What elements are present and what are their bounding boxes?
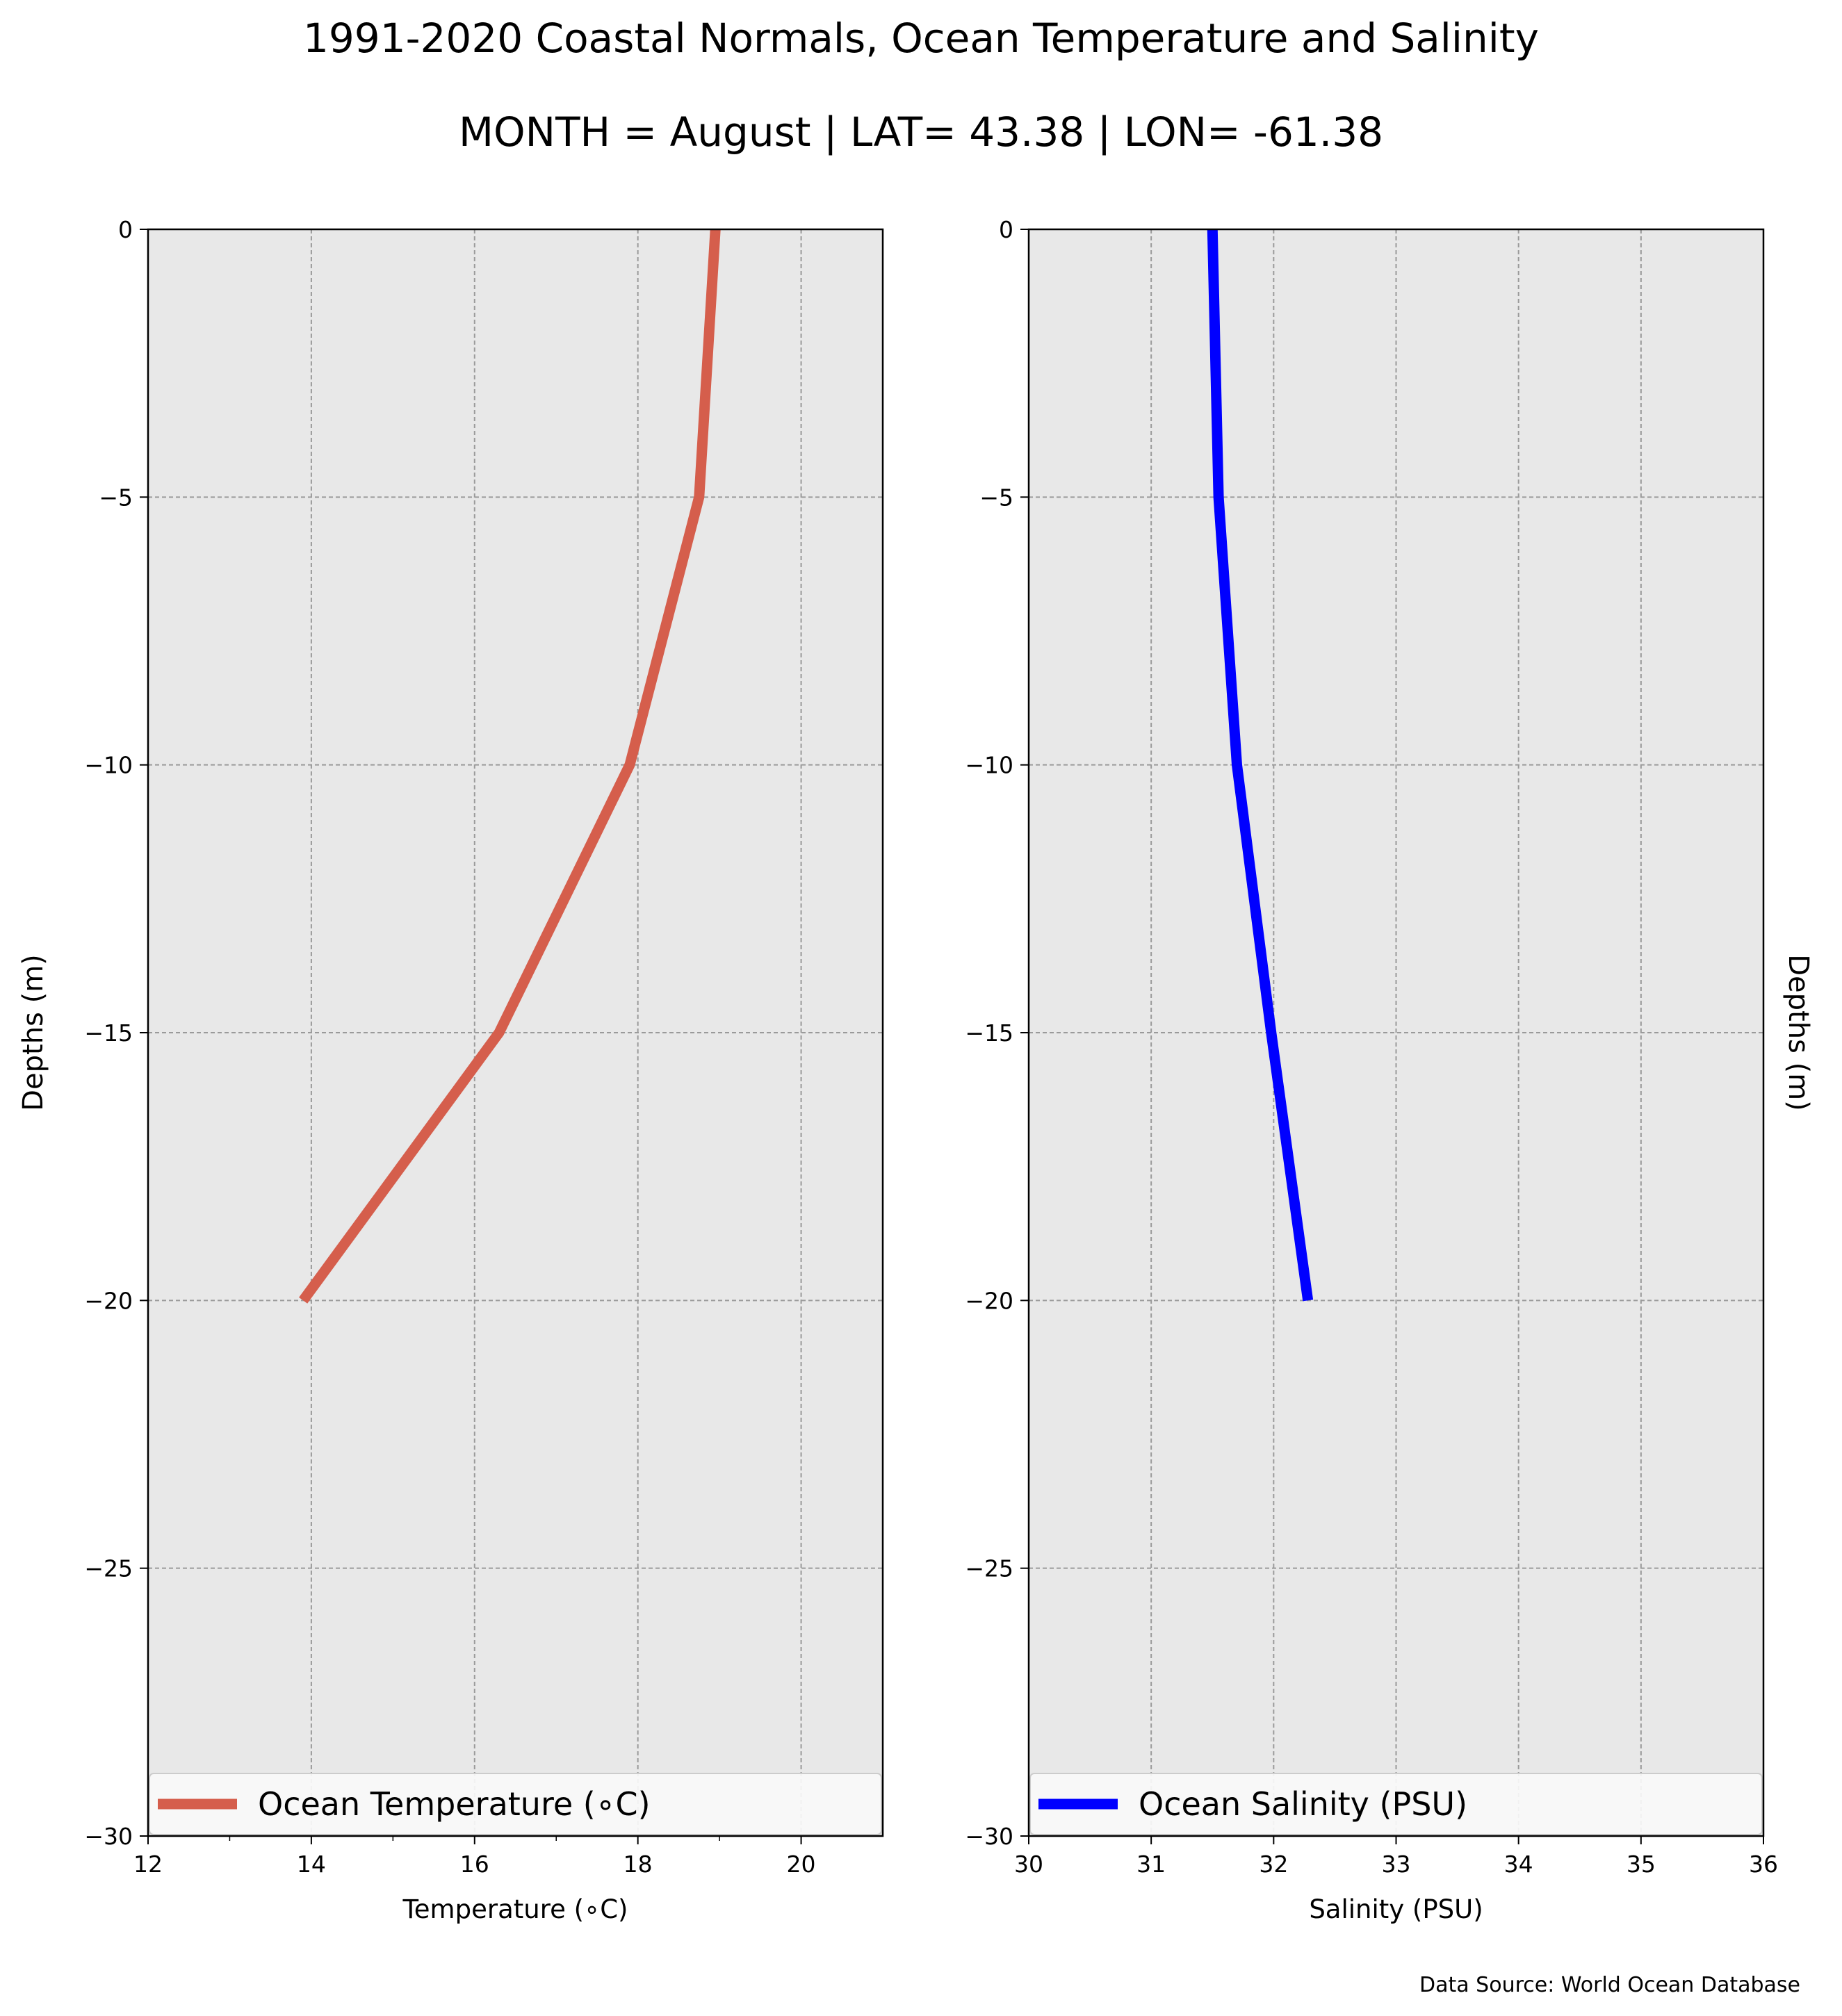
y-tick-label: −5 <box>979 484 1013 511</box>
x-tick-label: 30 <box>1014 1851 1043 1878</box>
y-tick-label: −15 <box>965 1019 1013 1047</box>
x-tick-label: 36 <box>1749 1851 1778 1878</box>
y-axis-label: Depths (m) <box>17 954 49 1111</box>
x-axis-label: Salinity (PSU) <box>1309 1894 1483 1924</box>
y-tick-label: −25 <box>84 1555 133 1582</box>
x-tick-label: 16 <box>460 1851 489 1878</box>
x-tick-label: 33 <box>1382 1851 1411 1878</box>
x-tick-label: 12 <box>133 1851 163 1878</box>
y-tick-label: −20 <box>84 1287 133 1314</box>
temperature-panel: Ocean Temperature (∘C) 12 14 16 18 20 0 −5 −10 −1… <box>17 216 884 1924</box>
y-tick-label: −30 <box>965 1823 1013 1850</box>
x-tick-label: 20 <box>787 1851 816 1878</box>
y-tick-label: −10 <box>84 752 133 779</box>
series-line <box>1207 229 1314 1302</box>
y-tick-label: −15 <box>84 1019 133 1047</box>
legend-entry: Ocean Salinity (PSU) <box>1139 1785 1467 1823</box>
x-tick-label: 31 <box>1136 1851 1166 1878</box>
x-tick-label: 34 <box>1504 1851 1533 1878</box>
y-tick-label: 0 <box>999 216 1013 243</box>
y-tick-label: 0 <box>118 216 133 243</box>
y-tick-label: −25 <box>965 1555 1013 1582</box>
y-axis-label: Depths (m) <box>1782 954 1814 1111</box>
legend-box <box>1029 1773 1763 1835</box>
legend-box <box>149 1773 882 1835</box>
y-tick-label: −20 <box>965 1287 1013 1314</box>
y-tick-label: −10 <box>965 752 1013 779</box>
x-tick-label: 14 <box>297 1851 326 1878</box>
y-tick-label: −5 <box>99 484 133 511</box>
x-axis-label: Temperature (∘C) <box>402 1894 628 1924</box>
x-tick-label: 35 <box>1627 1851 1656 1878</box>
plot-area <box>148 229 883 1836</box>
figure-title: 1991-2020 Coastal Normals, Ocean Tempera… <box>303 15 1539 62</box>
series-line <box>299 229 721 1304</box>
legend-entry: Ocean Temperature (∘C) <box>258 1785 651 1823</box>
x-tick-label: 18 <box>623 1851 653 1878</box>
data-source-note: Data Source: World Ocean Database <box>1419 1973 1800 1997</box>
x-tick-label: 32 <box>1259 1851 1288 1878</box>
salinity-panel: Ocean Salinity (PSU) 30 31 32 33 34 35 36 0 −5 −10… <box>965 216 1814 1924</box>
figure-subtitle: MONTH = August | LAT= 43.38 | LON= -61.3… <box>459 108 1383 156</box>
y-tick-label: −30 <box>84 1823 133 1850</box>
